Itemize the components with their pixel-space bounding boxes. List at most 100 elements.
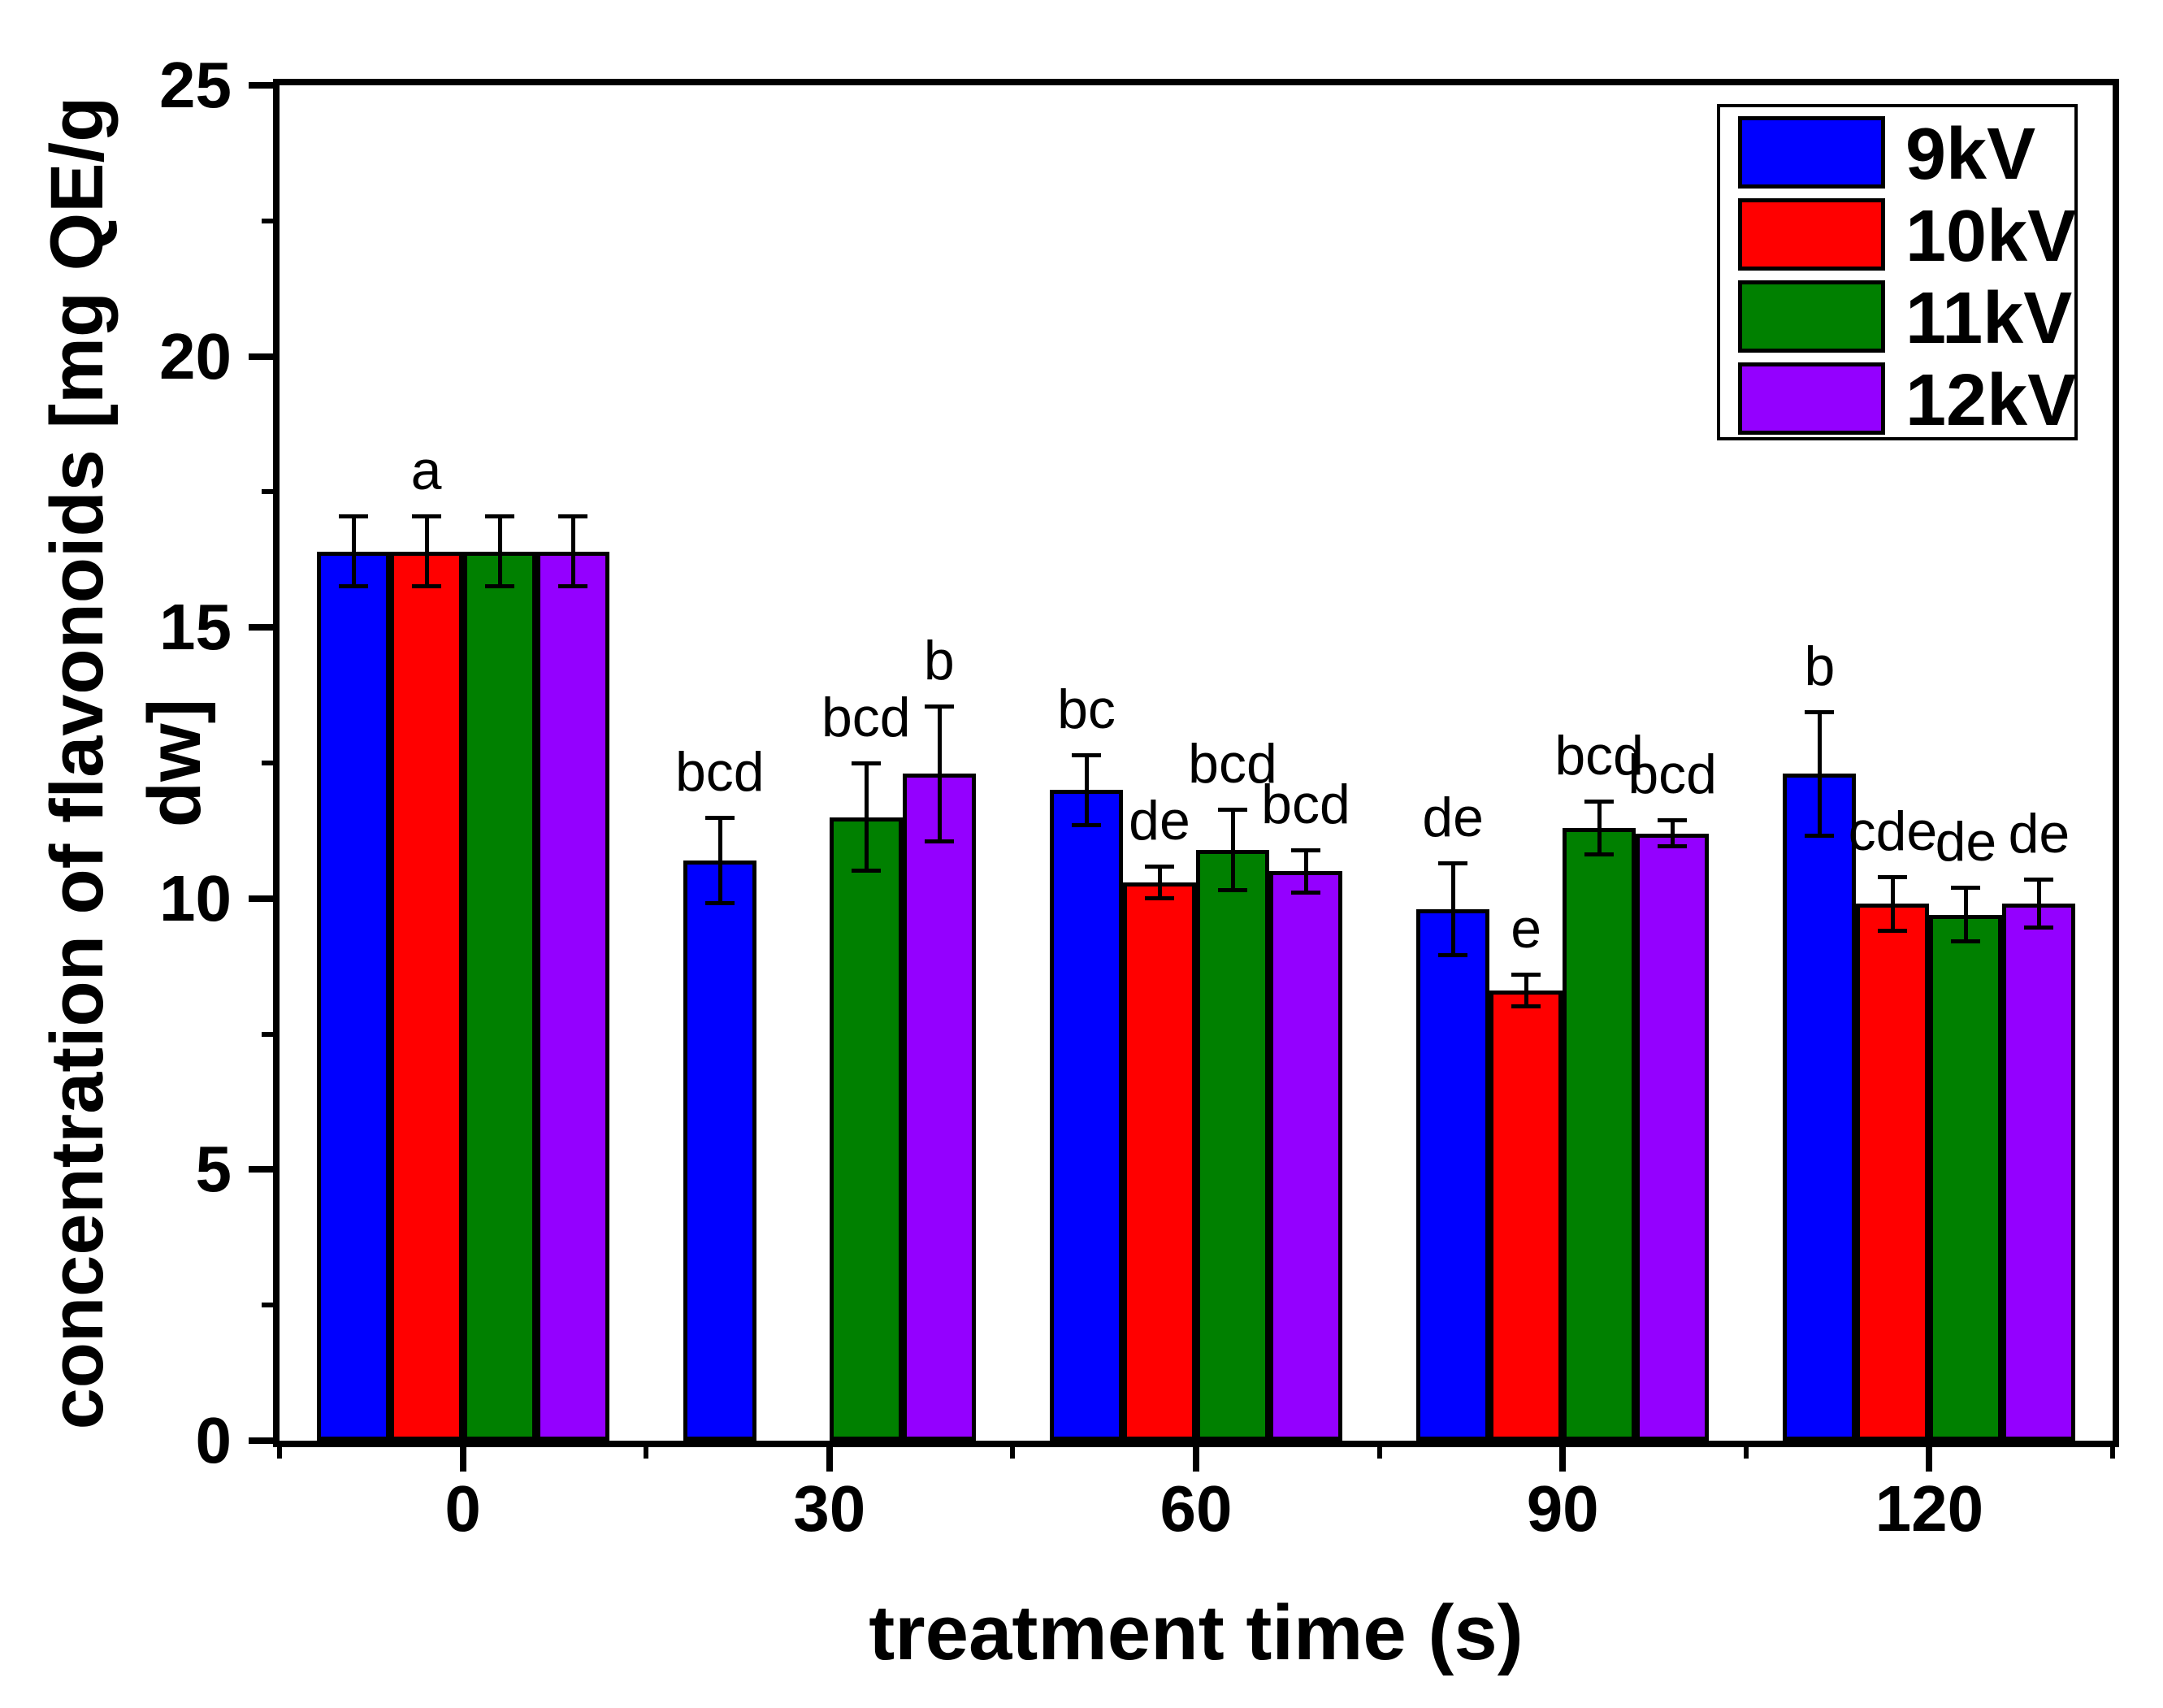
error-bar-11kV-90s-line [1597, 800, 1602, 856]
sig-label-90s-9kV: de [1422, 787, 1484, 849]
y-minor-tick-2.5 [262, 1303, 280, 1308]
error-bar-9kV-0s-line [351, 516, 356, 587]
error-bar-12kV-60s-cap-bottom [1291, 891, 1320, 895]
x-minor-tick-3 [1376, 1441, 1382, 1459]
bar-12kV-0s [535, 551, 609, 1441]
error-bar-12kV-120s-cap-top [2024, 878, 2054, 882]
y-minor-tick-7.5 [262, 1031, 280, 1037]
error-bar-9kV-30s-cap-top [704, 815, 735, 820]
error-bar-11kV-120s-line [1964, 887, 1969, 943]
sig-label-120s-10kV: cde [1848, 800, 1938, 863]
legend-swatch-12kV [1738, 362, 1885, 435]
x-minor-tick-5 [2110, 1441, 2115, 1459]
sig-label-60s-12kV: bcd [1261, 773, 1350, 835]
legend-swatch-10kV [1738, 198, 1885, 271]
bar-11kV-60s [1196, 849, 1269, 1441]
y-minor-tick-12.5 [262, 761, 280, 765]
x-axis-title: treatment time (s) [869, 1589, 1524, 1676]
error-bar-12kV-0s-line [570, 516, 575, 587]
x-tick-label-60: 60 [1160, 1472, 1233, 1545]
error-bar-11kV-60s-line [1231, 808, 1235, 891]
x-minor-tick-2 [1010, 1441, 1016, 1459]
sig-label-120s-9kV: b [1804, 635, 1836, 697]
error-bar-9kV-120s-line [1818, 711, 1823, 837]
error-bar-12kV-30s-cap-top [924, 704, 954, 709]
error-bar-9kV-30s-line [717, 817, 722, 904]
x-major-tick-60 [1193, 1441, 1199, 1472]
error-bar-11kV-30s-cap-bottom [851, 869, 881, 874]
sig-label-60s-11kV: bcd [1188, 732, 1277, 795]
bar-10kV-120s [1856, 904, 1930, 1441]
y-major-tick-20 [249, 353, 280, 360]
x-minor-tick-1 [644, 1441, 649, 1459]
error-bar-10kV-90s-line [1524, 974, 1529, 1008]
error-bar-10kV-90s-cap-top [1511, 973, 1541, 978]
error-bar-9kV-90s-line [1451, 863, 1456, 956]
legend-label-9kV: 9kV [1905, 114, 2036, 195]
bar-11kV-0s [462, 551, 536, 1441]
y-major-tick-10 [249, 895, 280, 902]
x-tick-label-0: 0 [444, 1472, 481, 1545]
error-bar-9kV-120s-cap-bottom [1805, 834, 1835, 839]
error-bar-11kV-120s-cap-bottom [1951, 939, 1981, 944]
error-bar-12kV-0s-cap-bottom [557, 584, 587, 589]
error-bar-10kV-120s-cap-bottom [1878, 928, 1908, 933]
error-bar-10kV-60s-cap-top [1145, 864, 1174, 869]
error-bar-12kV-0s-cap-top [557, 514, 587, 519]
sig-label-30s-12kV: b [923, 629, 955, 691]
error-bar-9kV-60s-cap-bottom [1072, 822, 1101, 827]
error-bar-12kV-90s-line [1671, 820, 1675, 847]
y-major-tick-25 [249, 82, 280, 89]
error-bar-10kV-0s-cap-bottom [411, 584, 441, 589]
y-tick-label-20: 20 [159, 319, 232, 392]
error-bar-10kV-0s-line [424, 516, 429, 587]
y-minor-tick-17.5 [262, 489, 280, 495]
error-bar-11kV-60s-cap-top [1218, 807, 1247, 812]
sig-label-0s-group: a [410, 440, 442, 502]
y-tick-label-25: 25 [159, 49, 232, 121]
error-bar-10kV-0s-cap-top [411, 514, 441, 519]
y-tick-label-5: 5 [195, 1133, 232, 1206]
error-bar-10kV-90s-cap-bottom [1511, 1004, 1541, 1009]
x-major-tick-120 [1926, 1441, 1933, 1472]
x-tick-label-30: 30 [793, 1472, 866, 1545]
error-bar-9kV-60s-line [1085, 754, 1089, 826]
error-bar-11kV-30s-line [864, 763, 869, 872]
y-tick-label-0: 0 [195, 1404, 232, 1476]
bar-9kV-0s [316, 551, 390, 1441]
error-bar-12kV-30s-cap-bottom [924, 839, 954, 843]
bar-10kV-0s [389, 551, 463, 1441]
error-bar-9kV-0s-cap-bottom [338, 584, 368, 589]
error-bar-9kV-30s-cap-bottom [704, 901, 735, 906]
error-bar-10kV-120s-cap-top [1878, 875, 1908, 880]
error-bar-9kV-90s-cap-bottom [1438, 952, 1468, 957]
bar-9kV-90s [1416, 909, 1490, 1441]
sig-label-30s-11kV: bcd [821, 687, 911, 748]
y-major-tick-0 [249, 1437, 280, 1444]
x-minor-tick-4 [1743, 1441, 1749, 1459]
bar-11kV-30s [829, 817, 903, 1441]
legend: 9kV 10kV 11kV 12kV [1717, 104, 2078, 441]
error-bar-11kV-0s-line [497, 516, 502, 587]
x-major-tick-30 [826, 1441, 833, 1472]
bar-11kV-90s [1563, 828, 1636, 1441]
error-bar-12kV-60s-cap-top [1291, 847, 1320, 852]
error-bar-11kV-120s-cap-top [1951, 886, 1981, 891]
error-bar-11kV-30s-cap-top [851, 761, 881, 765]
error-bar-10kV-60s-line [1158, 865, 1162, 899]
legend-label-10kV: 10kV [1905, 196, 2077, 277]
error-bar-9kV-0s-cap-top [338, 514, 368, 519]
y-minor-tick-22.5 [262, 218, 280, 223]
y-tick-label-15: 15 [159, 591, 232, 664]
y-major-tick-15 [249, 624, 280, 631]
error-bar-9kV-120s-cap-top [1805, 709, 1835, 714]
y-tick-label-10: 10 [159, 861, 232, 934]
x-tick-label-90: 90 [1526, 1472, 1599, 1545]
error-bar-11kV-90s-cap-bottom [1584, 852, 1615, 857]
x-tick-label-120: 120 [1875, 1472, 1984, 1545]
bar-9kV-30s [683, 861, 756, 1441]
sig-label-60s-10kV: de [1129, 789, 1190, 852]
error-bar-10kV-120s-line [1891, 877, 1896, 931]
error-bar-12kV-120s-cap-bottom [2024, 926, 2054, 930]
